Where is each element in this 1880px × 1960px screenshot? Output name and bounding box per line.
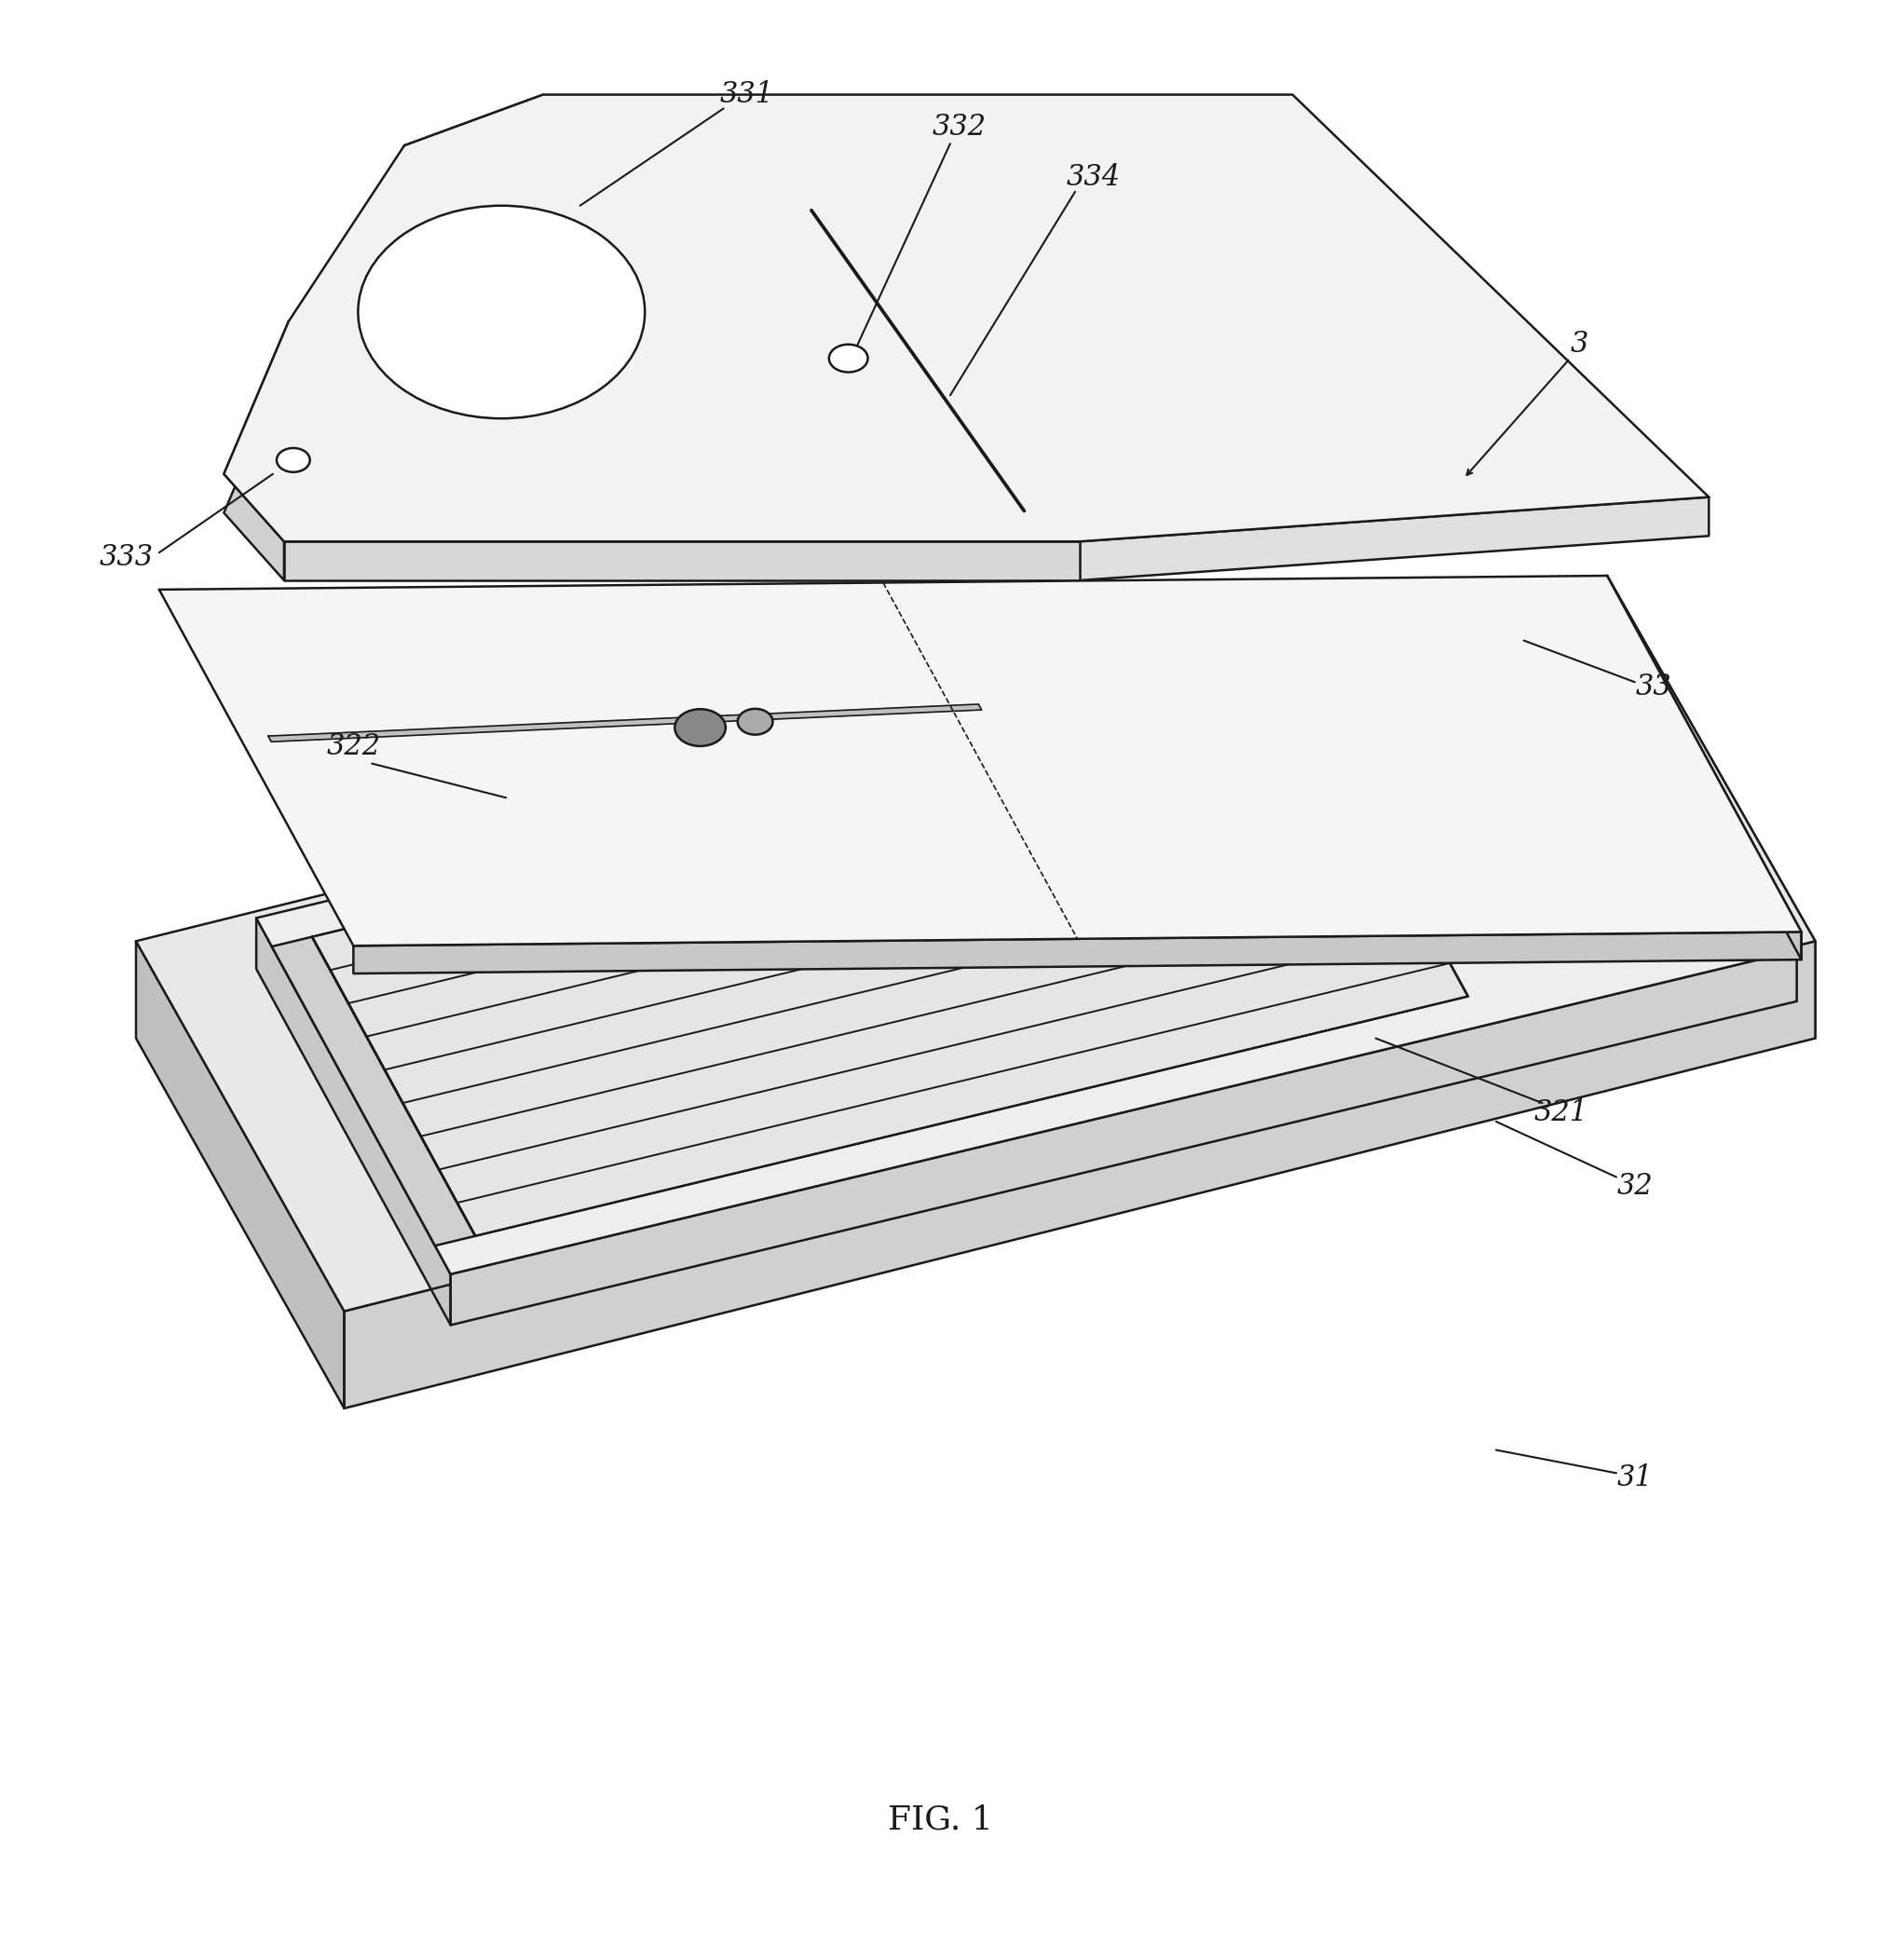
Polygon shape xyxy=(224,94,1709,541)
Text: 332: 332 xyxy=(932,112,987,141)
Polygon shape xyxy=(224,321,290,580)
Polygon shape xyxy=(273,937,476,1247)
Ellipse shape xyxy=(368,221,634,417)
Text: FIG. 1: FIG. 1 xyxy=(887,1805,993,1837)
Text: 333: 333 xyxy=(100,543,154,572)
Ellipse shape xyxy=(829,345,869,372)
Polygon shape xyxy=(135,941,344,1409)
Polygon shape xyxy=(1607,576,1801,960)
Polygon shape xyxy=(312,698,1468,1237)
Polygon shape xyxy=(1376,764,1570,886)
Polygon shape xyxy=(451,951,1797,1325)
Text: 322: 322 xyxy=(327,733,380,760)
Polygon shape xyxy=(256,917,451,1325)
Polygon shape xyxy=(1607,576,1816,1039)
Text: 331: 331 xyxy=(720,80,775,110)
Text: 31: 31 xyxy=(1617,1464,1653,1492)
Polygon shape xyxy=(160,576,1801,947)
Text: 33: 33 xyxy=(1636,672,1671,702)
Ellipse shape xyxy=(675,710,726,747)
Ellipse shape xyxy=(276,449,310,472)
Text: 321: 321 xyxy=(1534,1098,1589,1127)
Ellipse shape xyxy=(357,206,645,417)
Polygon shape xyxy=(404,94,543,184)
Polygon shape xyxy=(284,541,1079,580)
Text: 3: 3 xyxy=(1570,329,1589,359)
Polygon shape xyxy=(344,941,1816,1409)
Polygon shape xyxy=(135,576,1816,1311)
Polygon shape xyxy=(353,931,1801,974)
Text: 32: 32 xyxy=(1617,1172,1653,1201)
Text: 334: 334 xyxy=(1066,163,1120,192)
Polygon shape xyxy=(269,704,981,741)
Ellipse shape xyxy=(737,710,773,735)
Polygon shape xyxy=(1598,594,1797,1002)
Polygon shape xyxy=(1079,498,1709,580)
Polygon shape xyxy=(256,594,1797,1274)
